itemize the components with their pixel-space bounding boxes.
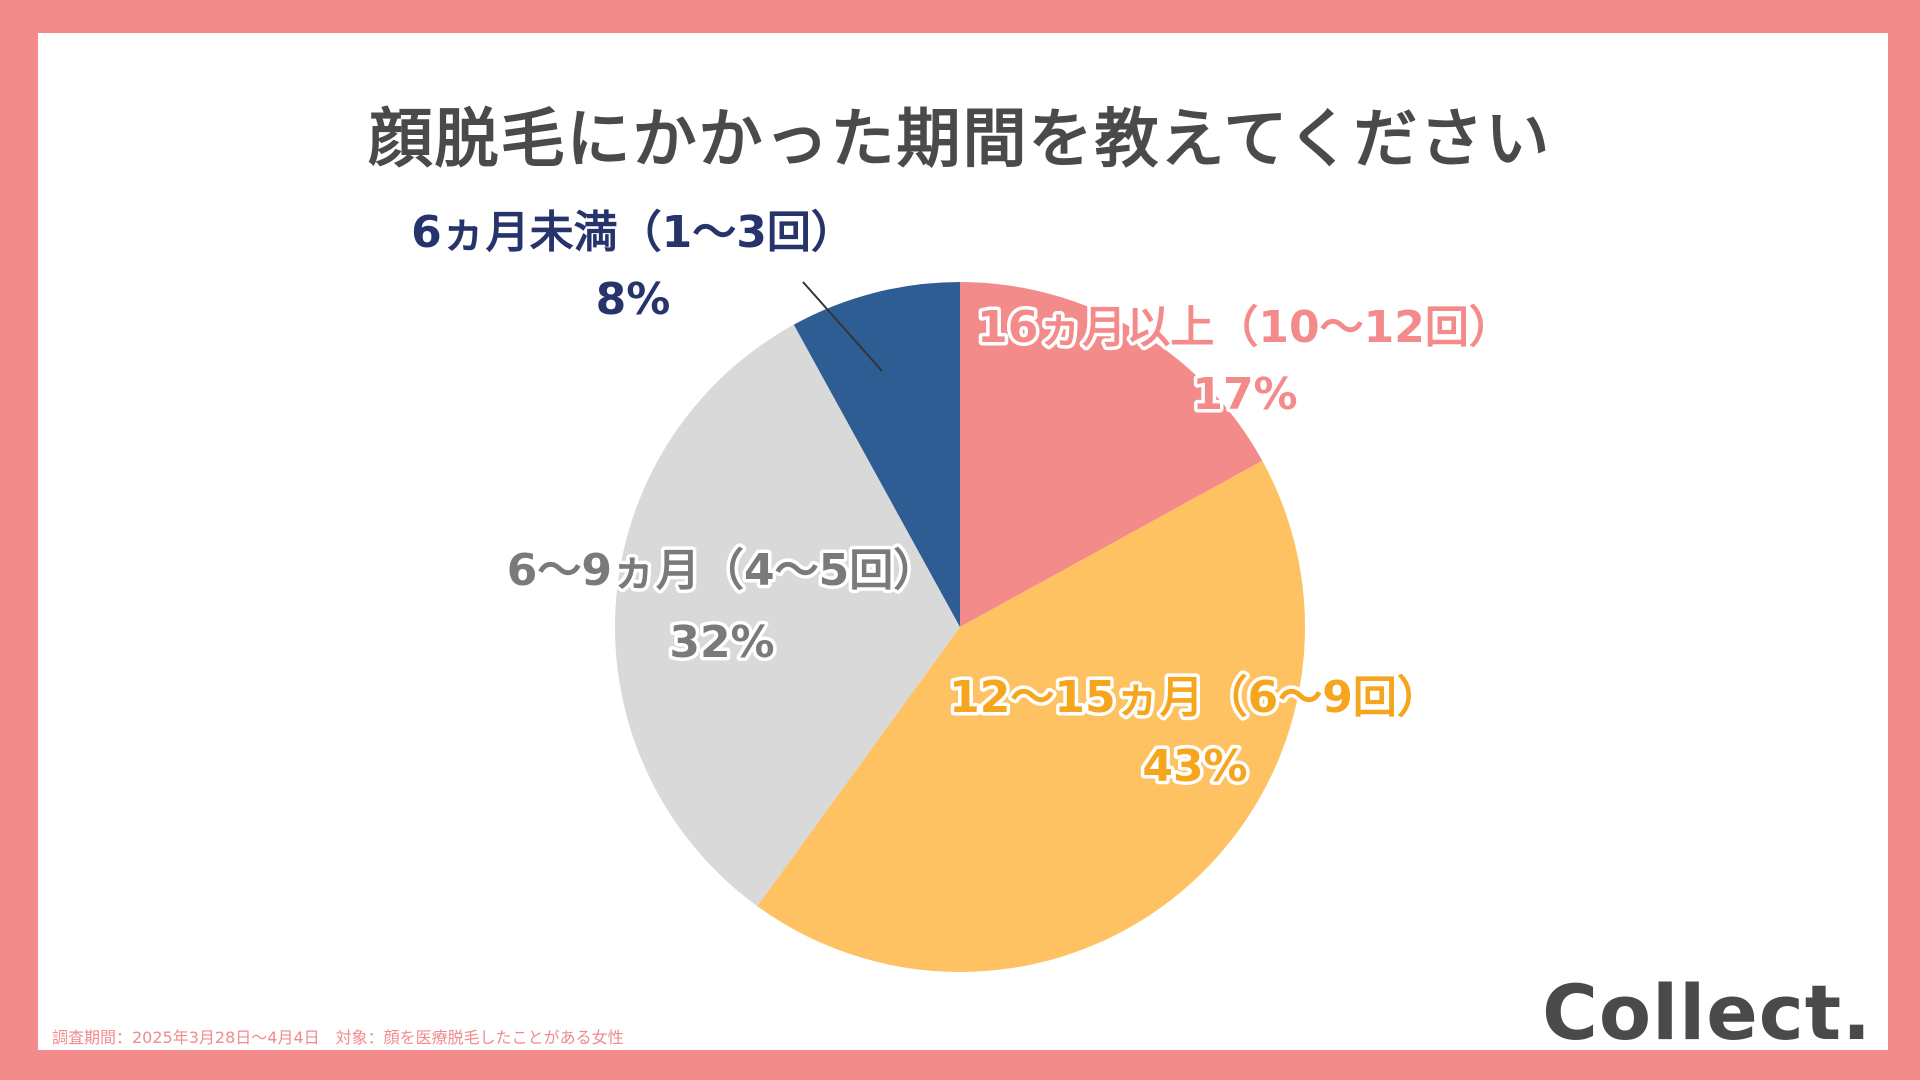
slice-category-label: 12〜15ヵ月（6〜9回） [949,672,1441,723]
pie-slice [793,282,960,627]
slice-category-label: 6ヵ月未満（1〜3回） [411,207,855,258]
pie-slices [614,282,1306,973]
slice-category-label: 16ヵ月以上（10〜12回） [977,302,1513,353]
pie-slice [757,460,1306,973]
pie-slice [614,324,960,907]
brand-logo: Collect. [1542,968,1872,1057]
slice-percent-label: 17% [1192,369,1297,420]
leader-line [802,281,883,372]
pie-slice [960,282,1263,627]
slice-percent-label: 32% [669,617,774,668]
slice-category-label: 6〜9ヵ月（4〜5回） [507,545,937,596]
slice-percent-label: 43% [1142,741,1247,792]
survey-footnote: 調査期間：2025年3月28日〜4月4日 対象：顔を医療脱毛したことがある女性 [52,1028,624,1047]
pie-labels: 16ヵ月以上（10〜12回） 17% 12〜15ヵ月（6〜9回） 43% 6〜9ヵ月（4… [411,207,1516,796]
slice-percent-label: 8% [596,274,671,325]
chart-title: 顔脱毛にかかった期間を教えてください [368,103,1552,177]
